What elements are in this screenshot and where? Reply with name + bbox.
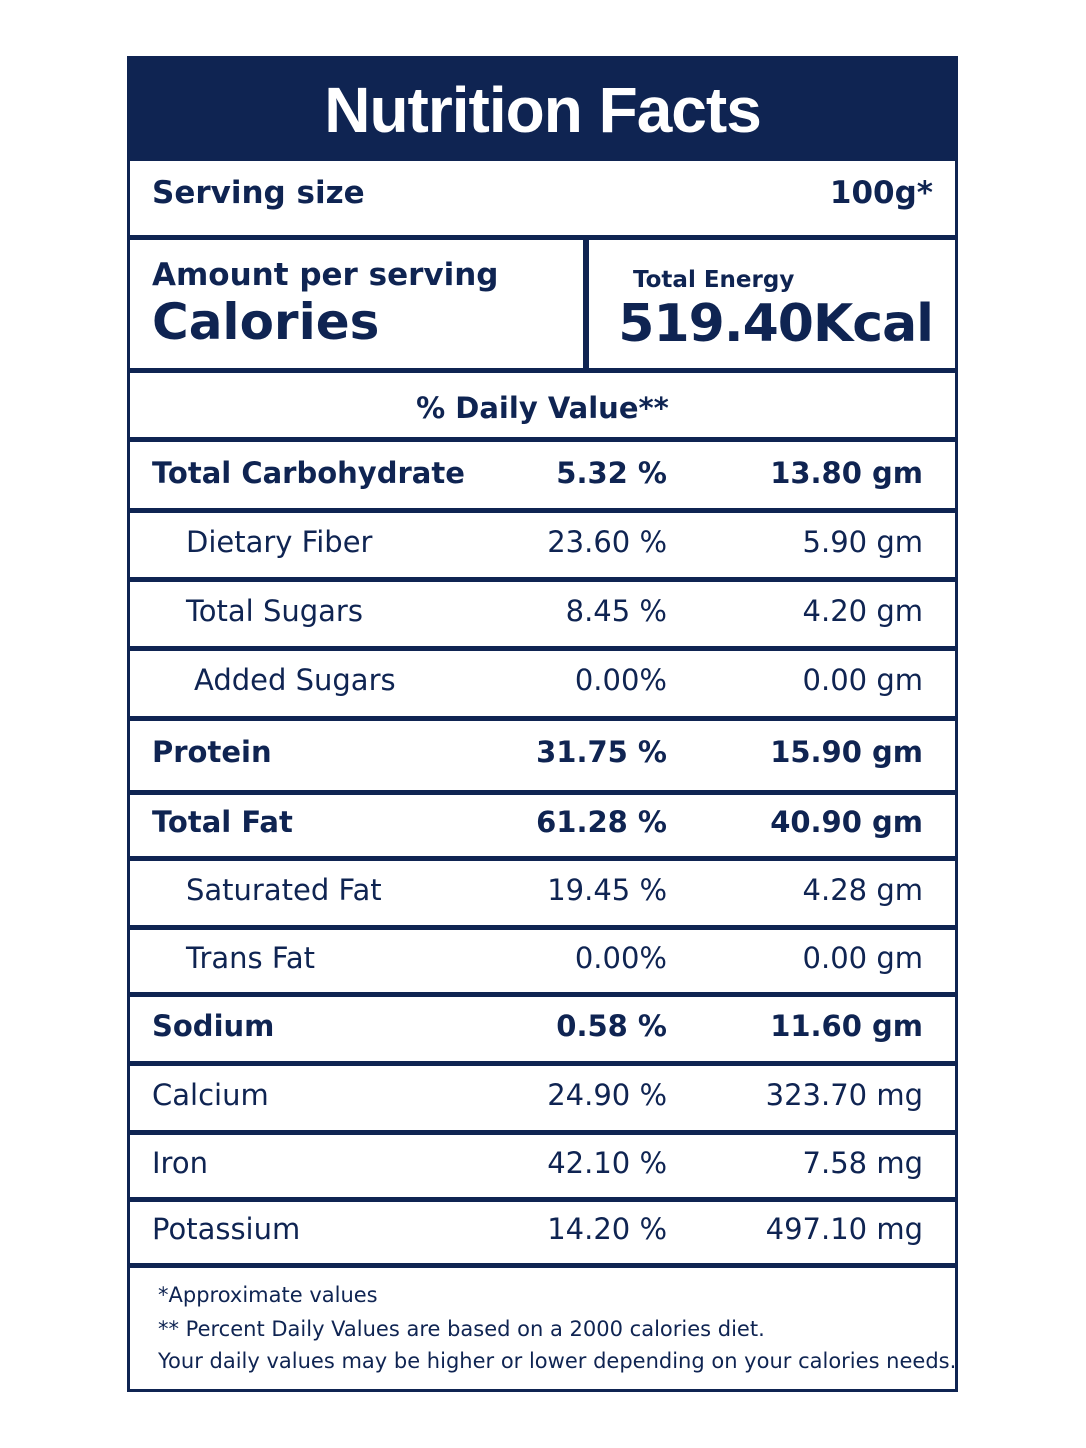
divider bbox=[130, 437, 955, 442]
serving-size-label: Serving size bbox=[152, 175, 365, 211]
divider bbox=[130, 1130, 955, 1135]
divider bbox=[130, 1061, 955, 1066]
nutrient-daily-percent: 23.60 % bbox=[547, 524, 667, 559]
divider bbox=[130, 716, 955, 721]
total-energy-value: 519.40Kcal bbox=[618, 294, 934, 354]
nutrient-name: Saturated Fat bbox=[186, 872, 382, 907]
amount-per-serving-label: Amount per serving bbox=[152, 257, 499, 293]
divider-vertical bbox=[583, 237, 589, 371]
nutrient-daily-percent: 5.32 % bbox=[556, 456, 667, 490]
nutrient-name: Protein bbox=[152, 735, 272, 769]
divider bbox=[130, 992, 955, 997]
nutrient-daily-percent: 8.45 % bbox=[565, 593, 667, 628]
nutrient-name: Trans Fat bbox=[186, 940, 316, 975]
divider bbox=[130, 368, 955, 373]
nutrient-amount: 4.28 gm bbox=[802, 872, 923, 907]
divider bbox=[130, 790, 955, 795]
nutrient-name: Potassium bbox=[152, 1212, 301, 1246]
footnote-approximate: *Approximate values bbox=[158, 1283, 378, 1307]
divider bbox=[130, 508, 955, 513]
nutrient-name: Total Fat bbox=[152, 805, 293, 839]
nutrient-daily-percent: 14.20 % bbox=[547, 1212, 667, 1246]
nutrient-name: Dietary Fiber bbox=[186, 524, 373, 559]
nutrient-name: Sodium bbox=[152, 1008, 275, 1043]
nutrient-daily-percent: 24.90 % bbox=[547, 1077, 667, 1112]
nutrient-daily-percent: 61.28 % bbox=[536, 805, 667, 839]
nutrient-name: Total Sugars bbox=[186, 593, 363, 628]
nutrient-daily-percent: 0.00% bbox=[574, 663, 667, 697]
serving-size-value: 100g* bbox=[829, 175, 933, 211]
nutrient-daily-percent: 0.58 % bbox=[556, 1008, 667, 1043]
nutrient-name: Calcium bbox=[152, 1077, 269, 1112]
nutrient-amount: 323.70 mg bbox=[765, 1077, 923, 1112]
nutrient-daily-percent: 0.00% bbox=[574, 940, 667, 975]
nutrient-amount: 497.10 mg bbox=[765, 1212, 923, 1246]
nutrient-daily-percent: 42.10 % bbox=[547, 1145, 667, 1180]
nutrient-name: Iron bbox=[152, 1145, 208, 1180]
divider bbox=[130, 235, 955, 240]
divider bbox=[130, 1263, 955, 1268]
divider bbox=[130, 646, 955, 651]
nutrient-amount: 5.90 gm bbox=[802, 524, 923, 559]
label-title: Nutrition Facts bbox=[130, 59, 955, 161]
divider bbox=[130, 925, 955, 930]
nutrient-amount: 11.60 gm bbox=[770, 1008, 923, 1043]
daily-value-header: % Daily Value** bbox=[416, 391, 669, 425]
nutrient-amount: 0.00 gm bbox=[802, 663, 923, 697]
total-energy-label: Total Energy bbox=[633, 267, 795, 293]
nutrient-amount: 13.80 gm bbox=[770, 456, 923, 490]
divider bbox=[130, 577, 955, 582]
nutrient-amount: 4.20 gm bbox=[802, 593, 923, 628]
nutrient-daily-percent: 19.45 % bbox=[547, 872, 667, 907]
divider bbox=[130, 1197, 955, 1202]
footnote-individual-needs: Your daily values may be higher or lower… bbox=[158, 1349, 957, 1373]
nutrient-amount: 40.90 gm bbox=[770, 805, 923, 839]
nutrient-amount: 0.00 gm bbox=[802, 940, 923, 975]
nutrient-amount: 15.90 gm bbox=[770, 735, 923, 769]
nutrient-amount: 7.58 mg bbox=[802, 1145, 923, 1180]
nutrient-name: Total Carbohydrate bbox=[152, 456, 465, 490]
calories-label: Calories bbox=[152, 293, 380, 351]
footnote-daily-values: ** Percent Daily Values are based on a 2… bbox=[158, 1317, 765, 1341]
divider bbox=[130, 856, 955, 861]
nutrient-name: Added Sugars bbox=[194, 663, 396, 697]
nutrient-daily-percent: 31.75 % bbox=[536, 735, 667, 769]
nutrition-facts-label: Nutrition Facts Serving size 100g* Amoun… bbox=[127, 56, 958, 1392]
